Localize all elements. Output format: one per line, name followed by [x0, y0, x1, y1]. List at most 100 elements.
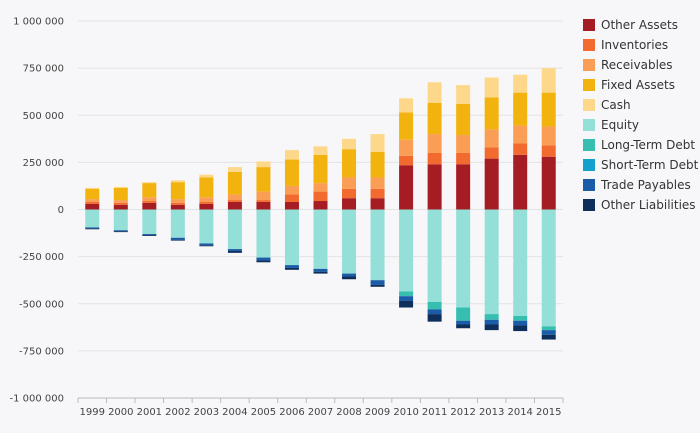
- bar-cash-2013: [484, 77, 499, 98]
- bar-other-assets-2002: [170, 204, 185, 210]
- x-tick-label: 2011: [422, 407, 447, 418]
- bar-equity-2000: [113, 209, 128, 231]
- bar-receivables-2006: [284, 185, 299, 195]
- legend-label: Fixed Assets: [601, 78, 675, 92]
- bar-other-assets-2012: [456, 164, 471, 210]
- y-tick-label: -500 000: [19, 299, 64, 310]
- bar-cash-2011: [427, 82, 442, 103]
- bar-long-term-debt-2015: [541, 326, 556, 331]
- bar-equity-2008: [342, 209, 357, 274]
- bar-fixed-assets-2002: [170, 182, 185, 200]
- bar-receivables-2005: [256, 191, 271, 201]
- bar-inventories-2007: [313, 191, 328, 202]
- bar-equity-2010: [399, 209, 414, 292]
- bar-trade-payables-2013: [484, 319, 499, 325]
- bar-equity-2011: [427, 209, 442, 302]
- bar-fixed-assets-2000: [113, 187, 128, 201]
- bar-inventories-2001: [142, 201, 157, 203]
- bar-cash-2014: [513, 74, 528, 93]
- bar-other-liabilities-2011: [427, 314, 442, 322]
- bar-equity-2004: [227, 209, 242, 250]
- bar-receivables-2010: [399, 139, 414, 156]
- bar-equity-2012: [456, 209, 471, 308]
- bar-inventories-2006: [284, 194, 299, 202]
- x-tick-label: 2015: [536, 407, 561, 418]
- bar-equity-2013: [484, 209, 499, 315]
- legend-label: Inventories: [601, 38, 668, 52]
- bar-trade-payables-2004: [227, 249, 242, 251]
- bar-fixed-assets-2014: [513, 92, 528, 126]
- bar-cash-2003: [199, 174, 214, 178]
- y-tick-label: -250 000: [19, 252, 64, 263]
- bar-trade-payables-2007: [313, 268, 328, 272]
- bar-equity-2001: [142, 209, 157, 235]
- bar-receivables-2014: [513, 125, 528, 144]
- y-tick-label: -750 000: [19, 346, 64, 357]
- legend-swatch: [583, 159, 595, 171]
- bar-other-assets-2015: [541, 156, 556, 210]
- bar-receivables-2012: [456, 135, 471, 153]
- bar-inventories-2013: [484, 147, 499, 159]
- bar-receivables-2001: [142, 197, 157, 202]
- bar-fixed-assets-2010: [399, 112, 414, 140]
- x-tick-label: 2002: [165, 407, 190, 418]
- y-tick-label: 1 000 000: [13, 17, 64, 28]
- legend-label: Long-Term Debt: [601, 138, 695, 152]
- bar-other-assets-2000: [113, 204, 128, 210]
- bar-other-liabilities-2008: [342, 276, 357, 280]
- bar-fixed-assets-2001: [142, 183, 157, 198]
- bar-other-liabilities-2012: [456, 324, 471, 329]
- bar-cash-2002: [170, 180, 185, 183]
- bar-fixed-assets-2013: [484, 97, 499, 130]
- bar-fixed-assets-2003: [199, 177, 214, 198]
- bar-inventories-2011: [427, 152, 442, 165]
- bar-cash-2012: [456, 85, 471, 104]
- legend-swatch: [583, 19, 595, 31]
- legend: Other Assets Inventories Receivables Fixed …: [583, 18, 699, 212]
- bar-cash-1999: [85, 187, 100, 189]
- bar-other-liabilities-2004: [227, 250, 242, 253]
- bar-equity-2006: [284, 209, 299, 266]
- bar-cash-2001: [142, 182, 157, 184]
- legend-swatch: [583, 119, 595, 131]
- y-tick-label: 250 000: [23, 158, 64, 169]
- bar-inventories-2012: [456, 152, 471, 165]
- bar-receivables-2009: [370, 177, 385, 189]
- bar-fixed-assets-2006: [284, 159, 299, 186]
- bar-other-liabilities-2001: [142, 234, 157, 236]
- bar-equity-1999: [85, 209, 100, 228]
- bar-fixed-assets-2009: [370, 152, 385, 178]
- bar-trade-payables-2009: [370, 280, 385, 285]
- bar-other-assets-2006: [284, 201, 299, 210]
- bar-receivables-2008: [342, 177, 357, 189]
- bar-long-term-debt-2010: [399, 291, 414, 297]
- bar-other-liabilities-2007: [313, 271, 328, 274]
- x-tick-label: 1999: [80, 407, 105, 418]
- legend-label: Receivables: [601, 58, 673, 72]
- bar-trade-payables-2010: [399, 296, 414, 301]
- bar-receivables-2003: [199, 197, 214, 202]
- bar-inventories-2002: [170, 202, 185, 205]
- bar-equity-2003: [199, 209, 214, 244]
- bar-other-assets-2013: [484, 158, 499, 210]
- bar-other-liabilities-2000: [113, 231, 128, 233]
- x-tick-label: 2009: [365, 407, 390, 418]
- x-tick-label: 2004: [222, 407, 247, 418]
- bar-long-term-debt-2011: [427, 301, 442, 310]
- bar-equity-2009: [370, 209, 385, 281]
- x-tick-label: 2007: [308, 407, 333, 418]
- bar-inventories-2004: [227, 200, 242, 202]
- bar-inventories-2014: [513, 143, 528, 155]
- bar-receivables-1999: [85, 199, 100, 202]
- bar-other-liabilities-2015: [541, 334, 556, 340]
- x-tick-label: 2014: [507, 407, 532, 418]
- bar-trade-payables-2001: [142, 234, 157, 235]
- bar-receivables-2000: [113, 200, 128, 203]
- bar-trade-payables-2014: [513, 320, 528, 326]
- bar-other-liabilities-2010: [399, 300, 414, 308]
- bar-receivables-2013: [484, 129, 499, 148]
- legend-label: Trade Payables: [600, 178, 691, 192]
- bar-inventories-1999: [85, 201, 100, 204]
- bar-fixed-assets-2008: [342, 149, 357, 178]
- bar-cash-2010: [399, 98, 414, 113]
